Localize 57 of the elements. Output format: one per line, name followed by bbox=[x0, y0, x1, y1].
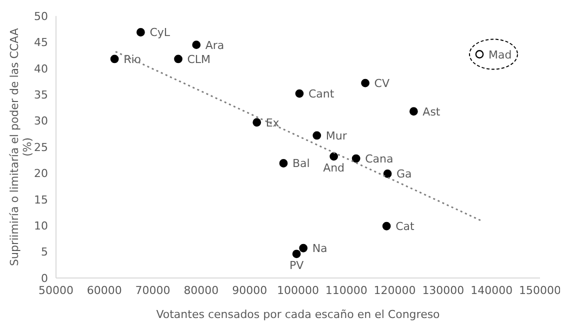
annotation: Ex bbox=[266, 116, 280, 130]
x-tick-label: 140000 bbox=[470, 284, 513, 297]
y-tick-label: 15 bbox=[34, 193, 48, 206]
x-axis-title: Votantes censados por cada escaño en el Congreso bbox=[156, 308, 440, 321]
point bbox=[299, 244, 308, 252]
x-tick-label: 110000 bbox=[325, 284, 368, 297]
y-tick-label: 45 bbox=[34, 36, 48, 50]
point bbox=[382, 222, 391, 230]
x-tick-label: 80000 bbox=[184, 284, 219, 297]
annotation: Ara bbox=[205, 38, 224, 52]
point bbox=[279, 159, 288, 168]
point bbox=[110, 54, 119, 64]
x-tick-label: 90000 bbox=[232, 284, 268, 297]
y-tick-label: 0 bbox=[41, 272, 48, 285]
point bbox=[409, 107, 418, 116]
point bbox=[292, 250, 301, 258]
annotation: Cana bbox=[365, 152, 394, 166]
x-tick-label: 100000 bbox=[277, 284, 319, 297]
y-tick-label: 35 bbox=[34, 88, 48, 102]
annotation: Na bbox=[312, 242, 328, 256]
annotation: Mad bbox=[488, 48, 512, 62]
x-tick-label: 50000 bbox=[38, 284, 74, 297]
x-tick-label: 150000 bbox=[519, 284, 561, 297]
point bbox=[475, 50, 484, 58]
y-tick-label: 10 bbox=[34, 220, 48, 233]
annotation: Bal bbox=[292, 157, 310, 170]
y-tick-label: 20 bbox=[34, 167, 48, 180]
y-tick-label: 50 bbox=[34, 10, 48, 23]
y-tick-label: 5 bbox=[41, 246, 48, 259]
y-tick-label: 40 bbox=[34, 62, 48, 76]
annotation: And bbox=[323, 161, 345, 174]
point bbox=[383, 170, 392, 178]
point bbox=[330, 152, 338, 161]
x-tick-label: 60000 bbox=[86, 284, 122, 297]
annotation: Ast bbox=[422, 105, 441, 118]
y-tick-label: 30 bbox=[34, 114, 48, 128]
annotation: Mur bbox=[326, 129, 348, 142]
annotation: CV bbox=[374, 77, 390, 90]
point bbox=[352, 154, 360, 163]
annotation: PV bbox=[289, 258, 304, 272]
point bbox=[295, 89, 304, 98]
annotation: CLM bbox=[187, 52, 211, 66]
annotation: CyL bbox=[150, 26, 171, 40]
point bbox=[192, 40, 201, 50]
point bbox=[361, 78, 370, 88]
point bbox=[174, 54, 182, 64]
annotation: Cat bbox=[396, 220, 415, 234]
x-tick-label: 130000 bbox=[422, 284, 464, 297]
point bbox=[136, 28, 145, 36]
point bbox=[252, 118, 262, 127]
y-tick-label: 25 bbox=[34, 140, 48, 154]
x-tick-label: 70000 bbox=[135, 284, 170, 297]
y-axis-title: Supriimiría o limitaría el poder de las CCAA (%) bbox=[8, 28, 34, 266]
annotation: Cant bbox=[308, 88, 335, 101]
point bbox=[312, 131, 322, 140]
annotation: Ga bbox=[396, 168, 412, 181]
x-tick-label: 120000 bbox=[374, 284, 416, 297]
